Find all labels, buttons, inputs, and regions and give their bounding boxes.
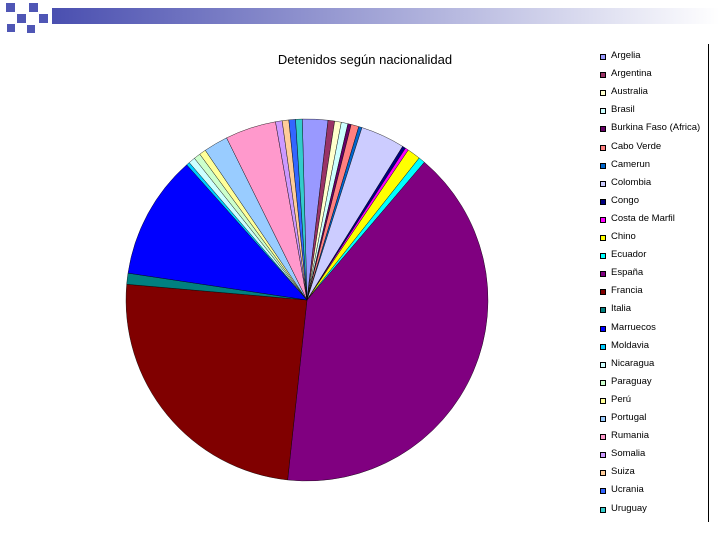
legend-swatch [600, 198, 606, 205]
legend-swatch [600, 54, 606, 60]
deco-square [6, 3, 15, 12]
legend-label: Argelia [611, 50, 641, 61]
deco-square [39, 14, 48, 23]
legend-label: Argentina [611, 68, 652, 80]
legend-label: Moldavia [611, 339, 650, 351]
pie-slice-marruecos [127, 164, 308, 301]
legend-label: Burkina Faso (Africa) [611, 122, 701, 134]
chart-title: Detenidos según nacionalidad [277, 52, 453, 67]
legend-swatch [600, 488, 606, 495]
header-gradient-bar [52, 8, 720, 24]
legend-swatch [600, 126, 606, 133]
legend-swatch [600, 216, 606, 223]
legend-label: Uruguay [611, 502, 647, 514]
legend-swatch [600, 325, 606, 332]
legend-label: Nicaragua [611, 357, 655, 369]
pie-chart [125, 118, 489, 482]
legend-swatch [600, 180, 606, 187]
legend-border [708, 44, 709, 522]
legend-swatch [600, 90, 606, 97]
legend-label: Italia [611, 303, 632, 315]
legend-swatch [600, 271, 606, 278]
deco-square [27, 25, 35, 33]
legend-label: Camerun [611, 158, 651, 170]
pie-slice-francia [125, 284, 308, 481]
legend-label: Australia [611, 86, 648, 98]
legend-swatch [600, 361, 606, 368]
legend-swatch [600, 452, 606, 459]
pie-slice-uruguay [295, 118, 308, 301]
legend-swatch [600, 416, 606, 422]
legend-label: Cabo Verde [611, 140, 662, 152]
legend-label: Congo [611, 194, 639, 206]
legend-swatch [600, 144, 606, 151]
legend-label: Paraguay [611, 375, 652, 387]
deco-square [17, 14, 26, 23]
decoration-squares [6, 3, 48, 33]
legend-label: Costa de Marfil [611, 212, 675, 224]
pie-slice-espa-a [287, 161, 489, 482]
deco-square [29, 3, 38, 12]
legend-label: Ucrania [611, 484, 644, 496]
legend-label: Portugal [611, 412, 647, 423]
legend-swatch [600, 253, 606, 260]
legend-label: Francia [611, 285, 643, 297]
legend-swatch [600, 289, 606, 296]
legend-label: Marruecos [611, 321, 656, 333]
legend-swatch [600, 470, 606, 477]
legend-swatch [600, 307, 606, 314]
legend-swatch [600, 379, 606, 386]
legend-label: Somalia [611, 448, 646, 460]
legend-label: Ecuador [611, 249, 647, 261]
legend-label: Suiza [611, 466, 635, 478]
legend-label: Rumania [611, 430, 650, 442]
legend-swatch [600, 397, 606, 404]
legend-swatch [600, 162, 606, 169]
legend-swatch [600, 235, 606, 241]
legend-swatch [600, 434, 606, 441]
legend-swatch [600, 506, 606, 513]
legend-label: Brasil [611, 104, 635, 116]
slide-decoration [6, 3, 720, 33]
legend-label: Colombia [611, 176, 652, 188]
deco-square [7, 24, 15, 32]
legend-swatch [600, 343, 606, 350]
legend-label: Chino [611, 231, 636, 242]
legend-label: Perú [611, 393, 632, 405]
legend-label: España [611, 267, 644, 279]
legend-swatch [600, 108, 606, 115]
legend-swatch [600, 72, 606, 79]
